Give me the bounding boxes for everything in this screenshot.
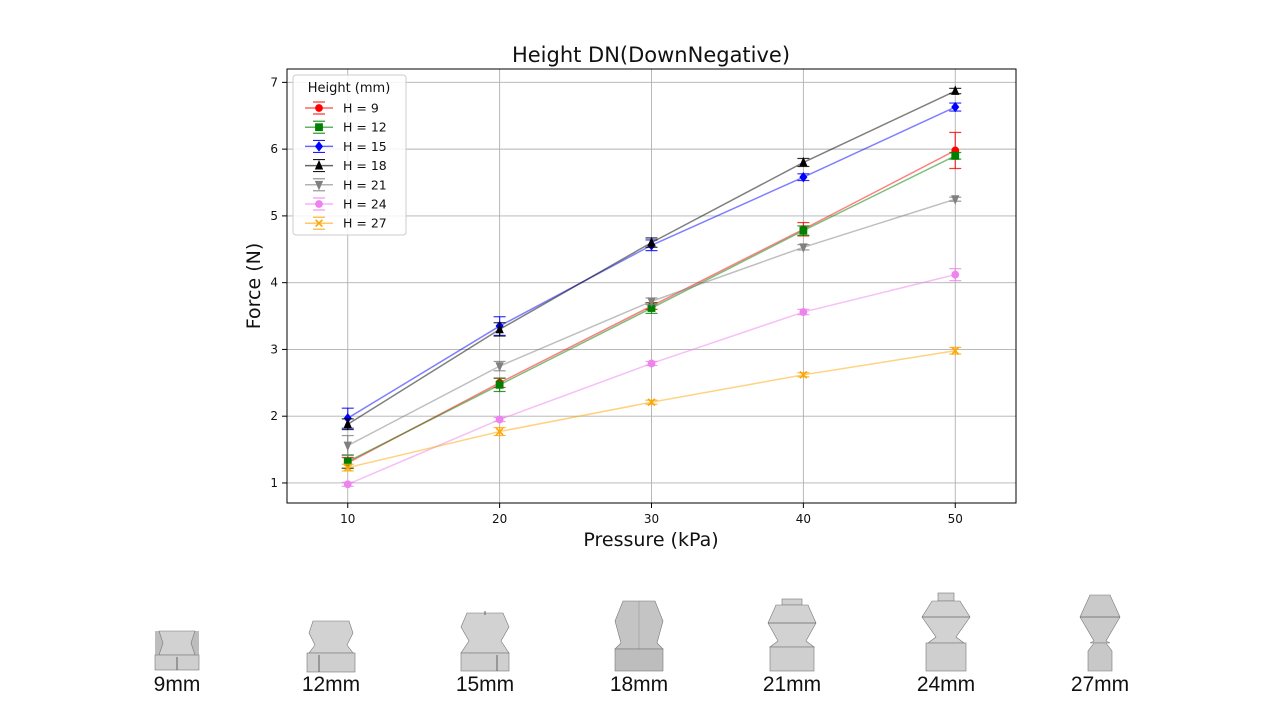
- legend-label: H = 9: [343, 101, 379, 116]
- series-group: [341, 85, 962, 489]
- y-tick-label: 4: [270, 276, 278, 290]
- y-tick-label: 3: [270, 342, 278, 356]
- shape-9mm: 9mm: [127, 585, 227, 715]
- x-tick-label: 50: [948, 512, 963, 526]
- y-tick-label: 5: [270, 209, 278, 223]
- y-tick-label: 7: [270, 75, 278, 89]
- data-point: [951, 151, 960, 160]
- y-tick-label: 6: [270, 142, 278, 156]
- legend-label: H = 21: [343, 177, 387, 192]
- data-point: [799, 171, 808, 183]
- x-tick-label: 30: [644, 512, 659, 526]
- shape-9mm-label: 9mm: [153, 673, 201, 696]
- shape-27mm-icon: [1079, 594, 1121, 672]
- legend-item: H = 18: [305, 158, 387, 173]
- data-point: [647, 236, 656, 247]
- data-point: [495, 380, 504, 389]
- legend-marker: [315, 200, 323, 208]
- shape-15mm-label: 15mm: [455, 673, 515, 696]
- legend-marker: [314, 159, 324, 170]
- shape-24mm-label: 24mm: [916, 673, 976, 696]
- shape-18mm-label: 18mm: [609, 673, 669, 696]
- shape-strip: 9mm 12mm 15mm 18mm 21m: [0, 585, 1280, 715]
- legend-title: Height (mm): [308, 81, 391, 96]
- legend-marker: [314, 141, 324, 152]
- data-point: [495, 362, 504, 372]
- legend-marker: [314, 180, 324, 191]
- data-point: [951, 101, 960, 113]
- shape-24mm: 24mm: [896, 585, 996, 715]
- data-point: [647, 297, 656, 308]
- legend-item: H = 9: [305, 101, 379, 116]
- data-point: [951, 346, 960, 355]
- series-h24: [341, 268, 962, 489]
- data-point: [647, 398, 656, 407]
- shape-12mm: 12mm: [281, 585, 381, 715]
- data-point: [343, 480, 352, 489]
- data-point: [495, 323, 504, 334]
- data-point: [495, 415, 504, 424]
- data-point: [799, 243, 808, 253]
- data-point: [951, 270, 960, 279]
- legend-item: H = 24: [305, 197, 387, 212]
- chart-title: Height DN(DownNegative): [512, 43, 790, 67]
- shape-15mm: 15mm: [435, 585, 535, 715]
- shape-18mm: 18mm: [589, 585, 689, 715]
- shape-15mm-icon: [460, 611, 510, 672]
- data-point: [495, 427, 504, 436]
- data-point: [799, 156, 808, 167]
- y-tick-label: 2: [270, 409, 278, 423]
- shape-21mm-label: 21mm: [762, 673, 822, 696]
- y-axis-label: Force (N): [243, 243, 265, 329]
- series-h27: [341, 346, 962, 472]
- x-axis-label: Pressure (kPa): [583, 529, 718, 551]
- legend-label: H = 27: [343, 216, 387, 231]
- legend-box: [292, 74, 407, 236]
- legend-marker: [315, 104, 323, 112]
- series-h18: [341, 85, 962, 431]
- shape-12mm-icon: [306, 620, 356, 673]
- x-tick-label: 10: [340, 512, 355, 526]
- data-point: [951, 85, 960, 95]
- legend-marker: [315, 123, 323, 132]
- data-point: [799, 308, 808, 316]
- x-tick-label: 20: [492, 512, 507, 526]
- y-tick-label: 1: [270, 476, 278, 490]
- data-point: [799, 226, 808, 235]
- data-point: [343, 463, 352, 472]
- shape-24mm-icon: [921, 592, 971, 672]
- series-h21: [341, 195, 962, 457]
- legend-item: H = 15: [305, 139, 387, 154]
- grid: [287, 69, 1016, 503]
- shape-21mm: 21mm: [742, 585, 842, 715]
- data-point: [343, 418, 352, 429]
- legend-label: H = 12: [343, 120, 387, 135]
- shape-21mm-icon: [767, 598, 817, 672]
- data-point: [799, 370, 808, 379]
- legend-item: H = 27: [305, 216, 387, 231]
- data-point: [343, 441, 352, 452]
- data-point: [647, 359, 656, 368]
- legend-label: H = 24: [343, 197, 387, 212]
- shape-27mm-label: 27mm: [1070, 673, 1130, 696]
- legend-label: H = 18: [343, 158, 387, 173]
- shape-12mm-label: 12mm: [301, 673, 361, 696]
- shape-27mm: 27mm: [1050, 585, 1150, 715]
- legend-label: H = 15: [343, 139, 387, 154]
- x-tick-label: 40: [796, 512, 811, 526]
- legend: Height (mm) H = 9 H = 12 H = 15 H = 18 H = 2…: [292, 74, 407, 236]
- data-point: [951, 195, 960, 205]
- legend-marker: [315, 219, 323, 228]
- force-pressure-chart: 10 20 30 40 50 1 2 3 4 5 6 7 Height DN(DownNegative…: [243, 43, 1017, 551]
- legend-item: H = 21: [305, 177, 387, 192]
- tick-labels: 10 20 30 40 50 1 2 3 4 5 6 7: [270, 75, 963, 526]
- legend-item: H = 12: [305, 120, 387, 135]
- shape-18mm-icon: [614, 600, 664, 672]
- shape-9mm-icon: [154, 630, 200, 671]
